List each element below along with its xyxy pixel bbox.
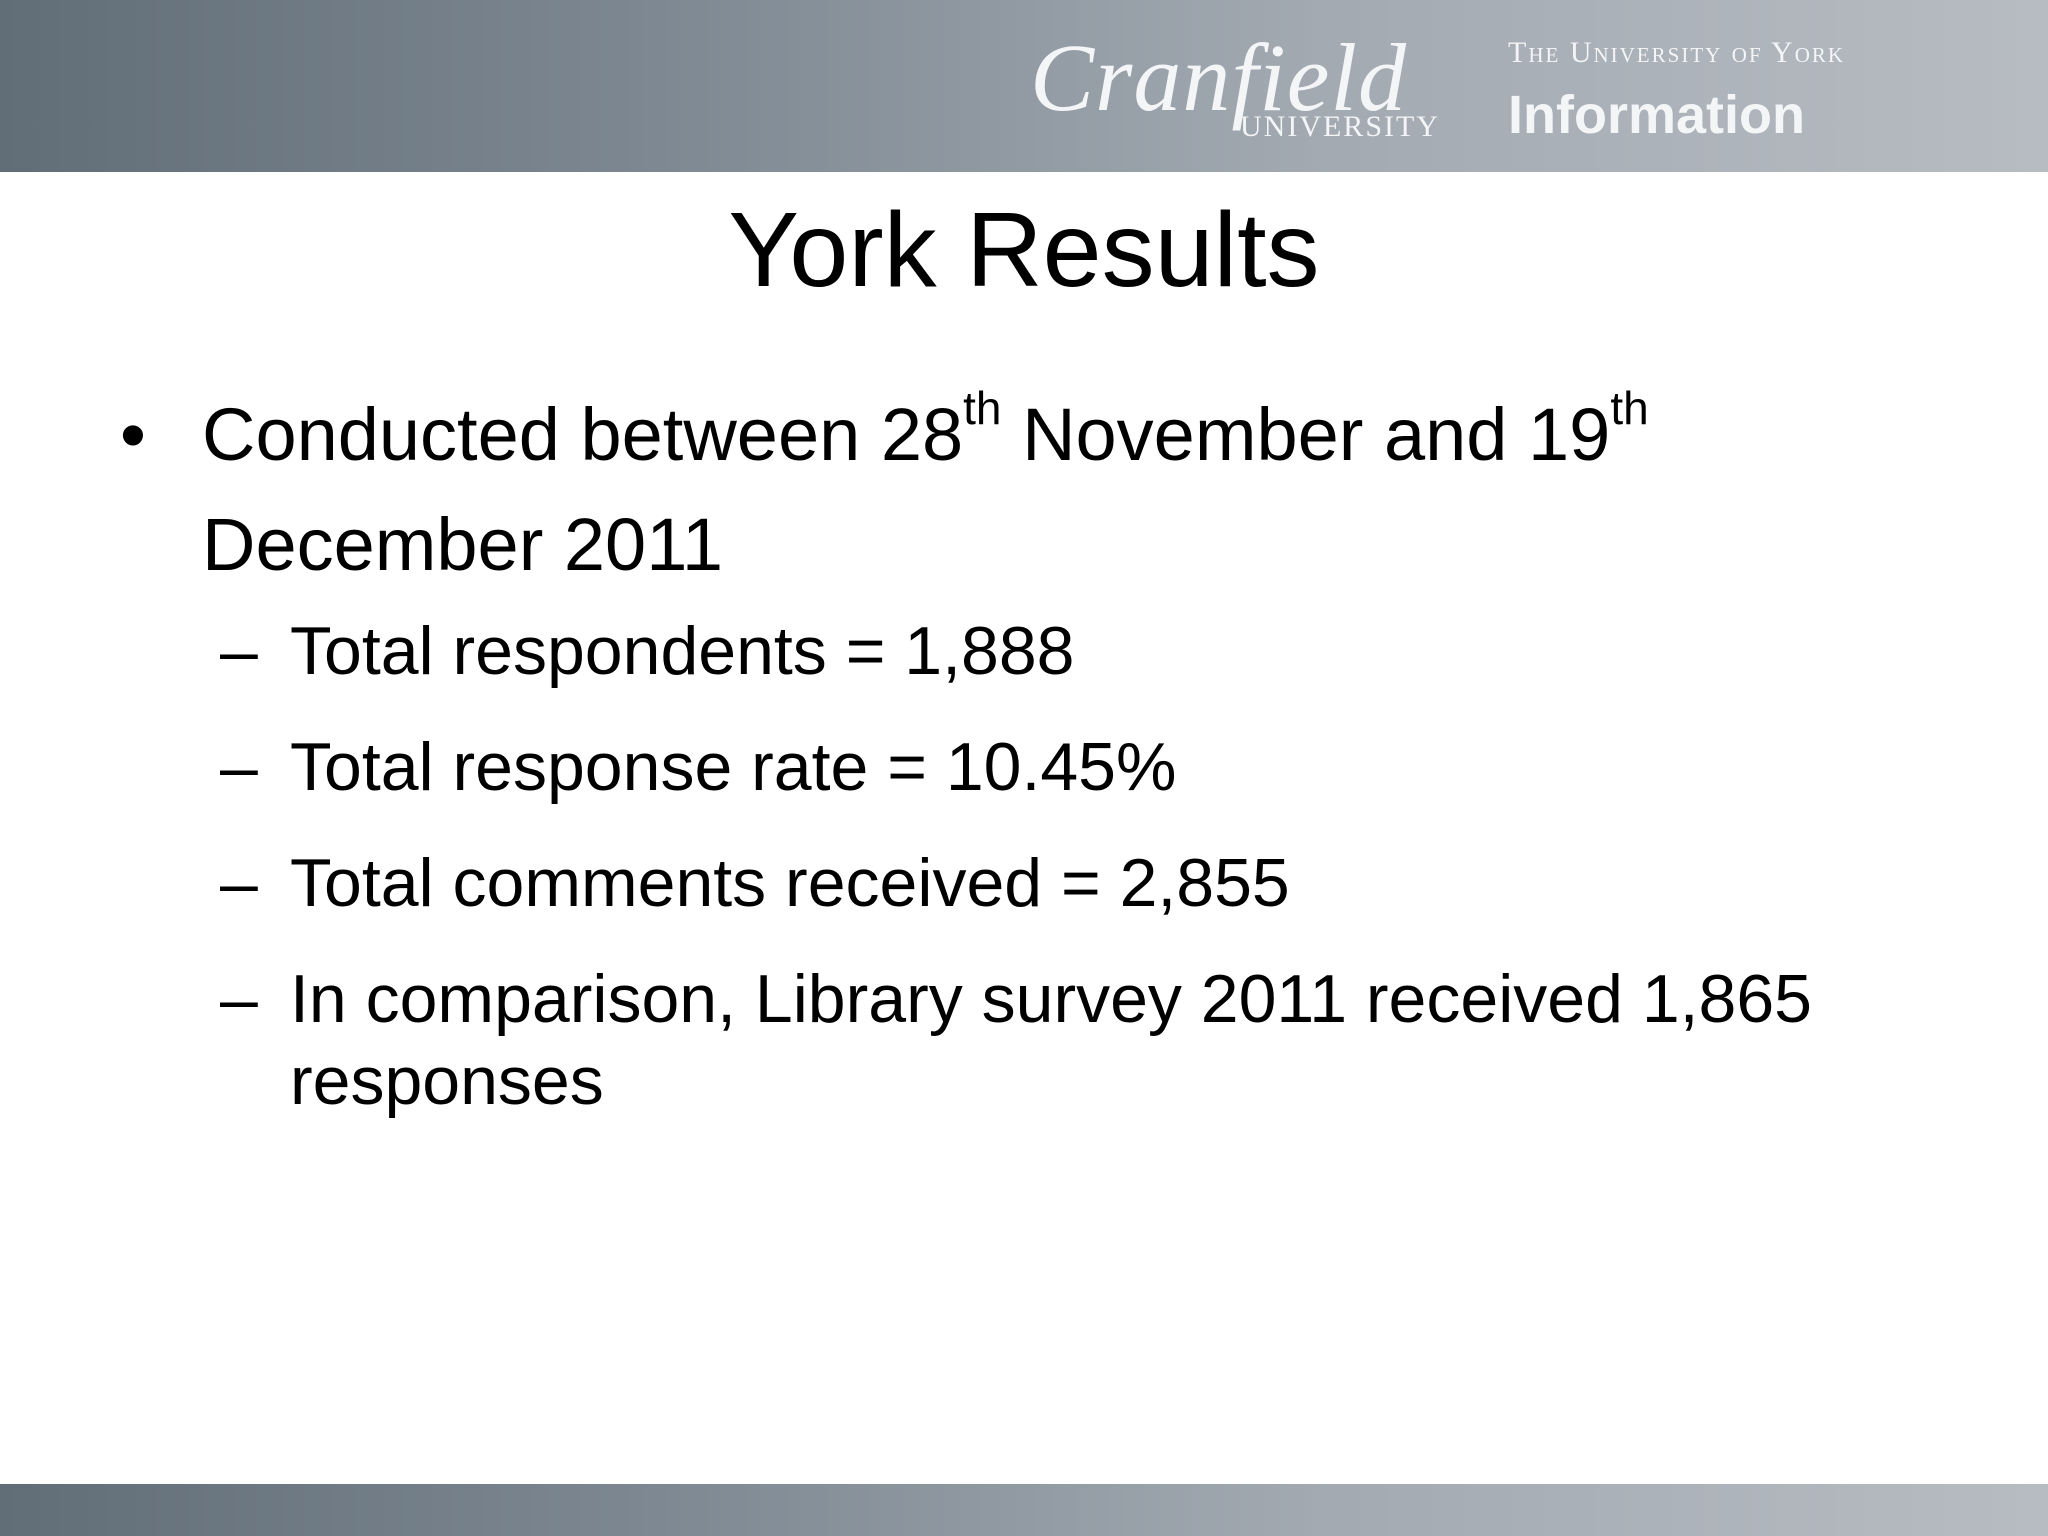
cranfield-logo-name: Cranfield — [1030, 24, 1408, 131]
cranfield-logo: Cranfield UNIVERSITY — [1030, 28, 1450, 148]
york-logo-line1: The University of York — [1508, 36, 1846, 69]
bullet-dot-icon: • — [120, 393, 146, 476]
main-bullet-text-3: December 2011 — [202, 503, 724, 586]
dash-icon: – — [220, 961, 258, 1037]
cranfield-logo-sub: UNIVERSITY — [1240, 110, 1440, 143]
sub-bullet: – In comparison, Library survey 2011 rec… — [120, 958, 1980, 1122]
header-band: Cranfield UNIVERSITY The University of Y… — [0, 0, 2048, 172]
york-logo-line2: Information — [1508, 85, 1805, 145]
main-bullet: • Conducted between 28th November and 19… — [120, 380, 1980, 600]
slide-content: • Conducted between 28th November and 19… — [120, 380, 1980, 1156]
main-bullet-sup-1: th — [963, 382, 1002, 435]
dash-icon: – — [220, 845, 258, 921]
sub-bullet-text: Total respondents = 1,888 — [290, 613, 1075, 689]
sub-bullet-list: – Total respondents = 1,888 – Total resp… — [120, 610, 1980, 1122]
main-bullet-sup-2: th — [1610, 382, 1649, 435]
sub-bullet-text: Total comments received = 2,855 — [290, 845, 1290, 921]
dash-icon: – — [220, 613, 258, 689]
footer-band — [0, 1484, 2048, 1536]
sub-bullet: – Total respondents = 1,888 — [120, 610, 1980, 692]
sub-bullet-text: Total response rate = 10.45% — [290, 729, 1177, 805]
sub-bullet: – Total comments received = 2,855 — [120, 842, 1980, 924]
york-logo: The University of York Information — [1508, 36, 1948, 146]
main-bullet-text-2: November and 19 — [1001, 393, 1611, 476]
main-bullet-text-1: Conducted between 28 — [202, 393, 964, 476]
sub-bullet-text: In comparison, Library survey 2011 recei… — [290, 961, 1812, 1119]
dash-icon: – — [220, 729, 258, 805]
sub-bullet: – Total response rate = 10.45% — [120, 726, 1980, 808]
slide-title: York Results — [728, 191, 1320, 309]
